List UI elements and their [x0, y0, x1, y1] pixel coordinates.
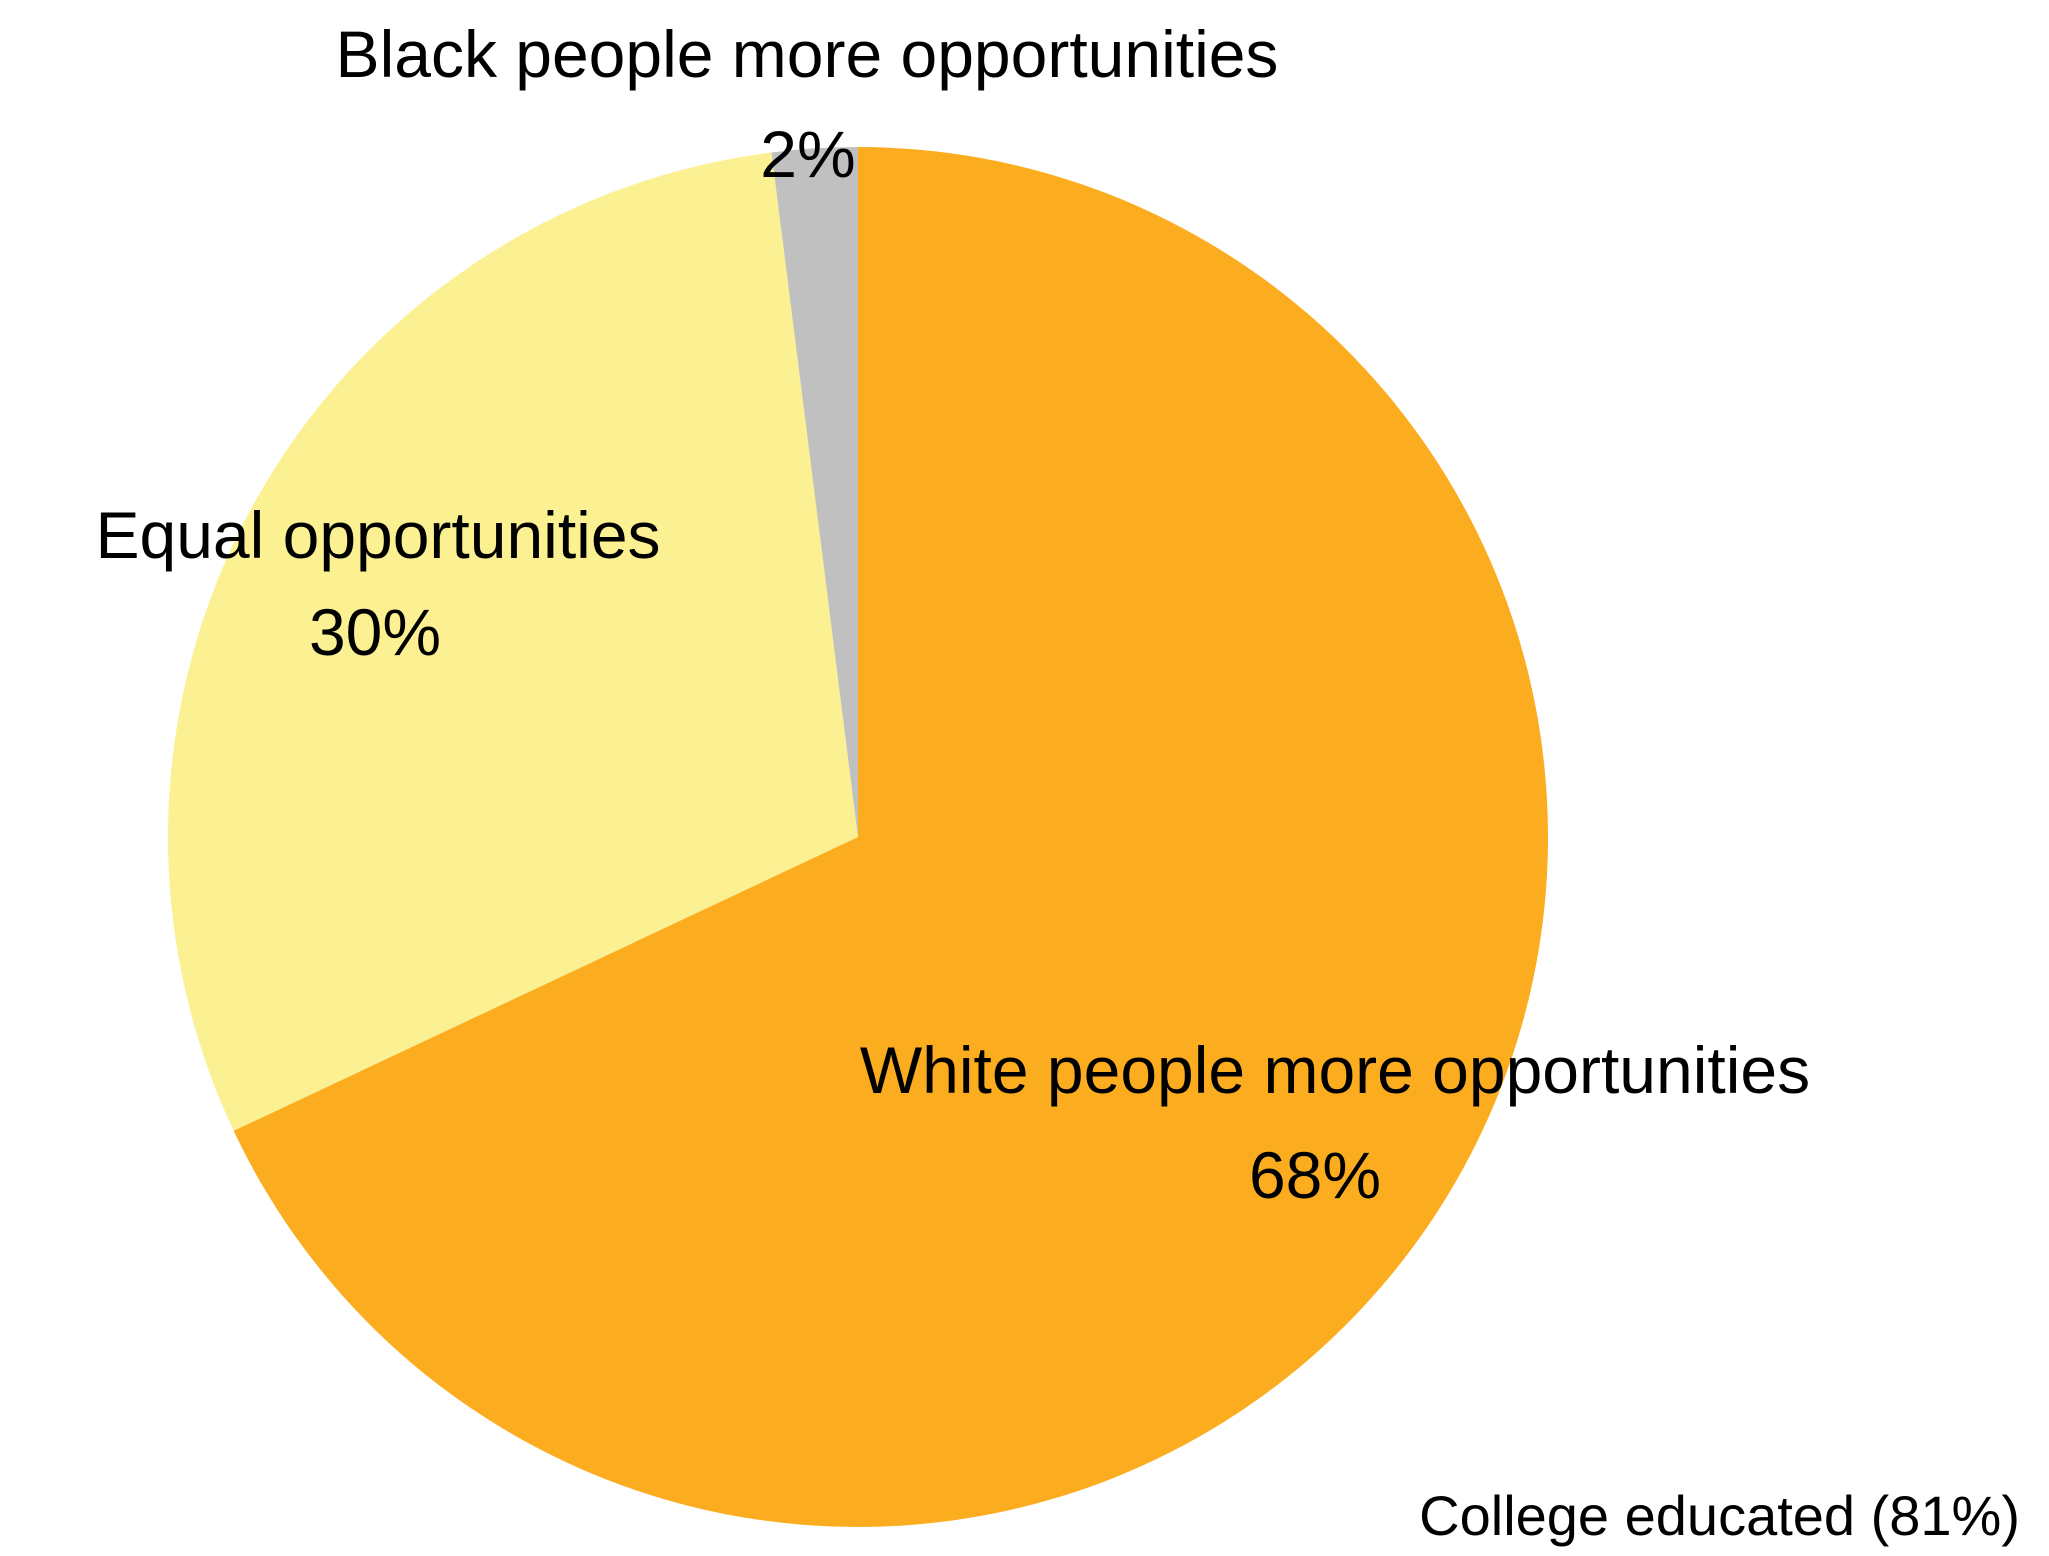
- slice-value-black: 2%: [760, 117, 855, 191]
- slice-label-equal: Equal opportunities: [95, 498, 660, 572]
- slice-label-black: Black people more opportunities: [336, 17, 1279, 91]
- slice-label-white: White people more opportunities: [860, 1033, 1810, 1107]
- slice-value-white: 68%: [1249, 1138, 1381, 1212]
- pie-slice-black: [771, 147, 858, 837]
- pie-slices: [167, 147, 1549, 1527]
- pie-slice-white: [233, 147, 1549, 1527]
- slice-value-equal: 30%: [309, 595, 441, 669]
- pie-slice-equal: [167, 152, 858, 1131]
- chart-caption: College educated (81%): [1419, 1484, 2020, 1547]
